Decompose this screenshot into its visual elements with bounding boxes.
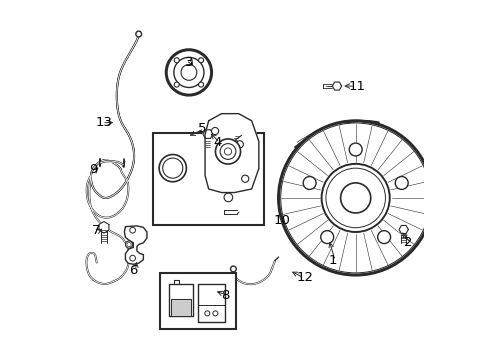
Circle shape bbox=[377, 231, 390, 244]
Text: 6: 6 bbox=[129, 264, 137, 277]
Circle shape bbox=[125, 241, 132, 248]
Bar bbox=[153, 134, 264, 225]
Circle shape bbox=[394, 176, 407, 189]
Text: 5: 5 bbox=[198, 122, 206, 135]
Polygon shape bbox=[203, 130, 212, 139]
Text: 8: 8 bbox=[221, 289, 229, 302]
Circle shape bbox=[212, 311, 218, 316]
Text: 2: 2 bbox=[403, 236, 412, 249]
Circle shape bbox=[340, 183, 370, 213]
Circle shape bbox=[215, 139, 240, 164]
Circle shape bbox=[181, 64, 196, 80]
Circle shape bbox=[303, 176, 315, 189]
Polygon shape bbox=[99, 222, 109, 233]
Circle shape bbox=[230, 266, 236, 272]
Circle shape bbox=[320, 231, 333, 244]
Circle shape bbox=[204, 311, 209, 316]
Circle shape bbox=[220, 144, 235, 159]
Text: 13: 13 bbox=[96, 116, 112, 129]
Text: 11: 11 bbox=[348, 80, 365, 93]
Bar bbox=[160, 273, 235, 329]
Circle shape bbox=[129, 255, 135, 261]
Polygon shape bbox=[398, 225, 407, 234]
Text: 4: 4 bbox=[213, 136, 221, 149]
Circle shape bbox=[174, 58, 179, 63]
Circle shape bbox=[321, 164, 389, 232]
Circle shape bbox=[166, 50, 211, 95]
Circle shape bbox=[325, 168, 385, 228]
Circle shape bbox=[211, 127, 218, 135]
Circle shape bbox=[126, 242, 131, 247]
Polygon shape bbox=[204, 114, 258, 193]
Circle shape bbox=[159, 154, 186, 182]
Circle shape bbox=[348, 143, 362, 156]
Text: 3: 3 bbox=[184, 56, 193, 69]
Text: 7: 7 bbox=[92, 224, 101, 238]
Text: 1: 1 bbox=[328, 254, 337, 267]
Circle shape bbox=[278, 121, 432, 275]
Circle shape bbox=[241, 175, 248, 182]
Text: 9: 9 bbox=[89, 163, 98, 176]
Circle shape bbox=[174, 57, 203, 87]
Circle shape bbox=[198, 82, 203, 87]
Text: 10: 10 bbox=[273, 214, 290, 227]
Circle shape bbox=[236, 141, 243, 148]
Circle shape bbox=[136, 31, 142, 37]
Circle shape bbox=[129, 227, 135, 233]
Text: 12: 12 bbox=[296, 271, 313, 284]
Circle shape bbox=[224, 148, 231, 155]
Circle shape bbox=[224, 193, 232, 202]
Circle shape bbox=[163, 158, 183, 178]
Polygon shape bbox=[171, 298, 190, 316]
Polygon shape bbox=[124, 226, 147, 264]
Polygon shape bbox=[332, 82, 341, 90]
Circle shape bbox=[198, 58, 203, 63]
Circle shape bbox=[174, 82, 179, 87]
